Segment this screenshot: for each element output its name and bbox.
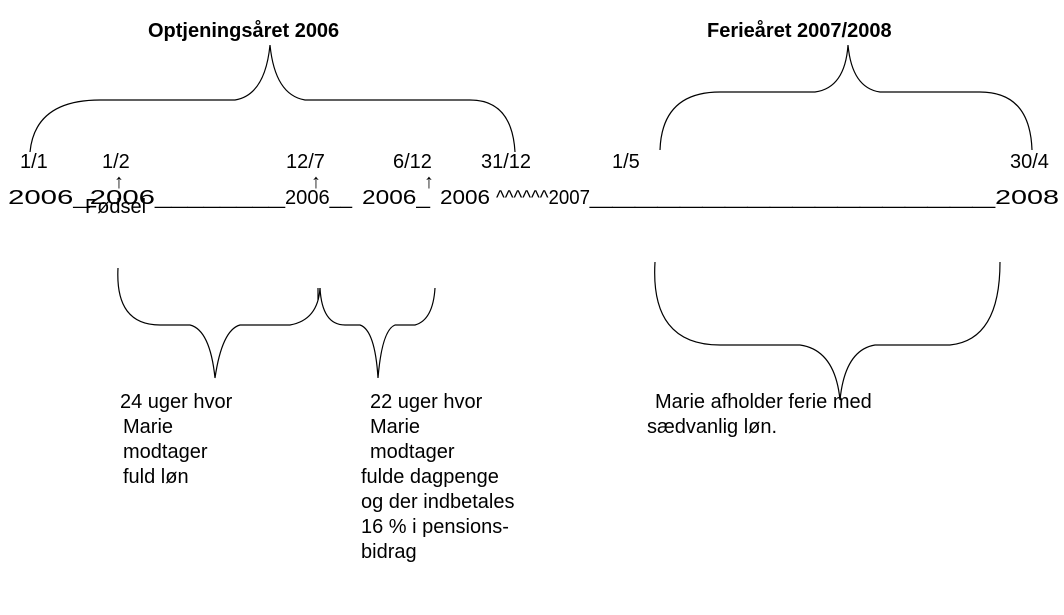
timeline-segment: 2006__ bbox=[285, 187, 353, 209]
note-line: og der indbetales bbox=[361, 491, 514, 513]
timeline-segment: ________ bbox=[154, 187, 287, 209]
brace-full-pay bbox=[117, 267, 321, 379]
brace-earning-year bbox=[29, 44, 516, 153]
date-label: 1/2 bbox=[102, 151, 130, 173]
note-line: 16 % i pensions- bbox=[361, 516, 509, 538]
brace-holiday-year bbox=[659, 44, 1033, 151]
note-line: sædvanlig løn. bbox=[647, 416, 777, 438]
note-line: 22 uger hvor bbox=[370, 391, 483, 413]
arrow: ↑ bbox=[424, 171, 434, 193]
date-label: 12/7 bbox=[286, 151, 325, 173]
note-line: modtager bbox=[123, 441, 208, 463]
note-line: Marie bbox=[123, 416, 173, 438]
timeline-segment: ^^^^^^2007 bbox=[496, 187, 590, 209]
date-label: 6/12 bbox=[393, 151, 432, 173]
birth-label: Fødsel bbox=[85, 196, 146, 218]
heading: Optjeningsåret 2006 bbox=[148, 19, 339, 42]
date-label: 1/1 bbox=[20, 151, 48, 173]
note-line: modtager bbox=[370, 441, 455, 463]
brace-daily-allowance bbox=[319, 287, 436, 379]
timeline-segment: 2006_2006 bbox=[8, 187, 155, 209]
timeline-segment: 2006 bbox=[440, 187, 490, 209]
note-line: Marie bbox=[370, 416, 420, 438]
note-line: Marie afholder ferie med bbox=[655, 391, 872, 413]
date-label: 1/5 bbox=[612, 151, 640, 173]
arrow: ↑ bbox=[114, 171, 124, 193]
heading: Ferieåret 2007/2008 bbox=[707, 19, 892, 42]
note-line: fulde dagpenge bbox=[361, 466, 499, 488]
date-label: 31/12 bbox=[481, 151, 531, 173]
timeline-segment: 2006_ bbox=[362, 187, 431, 209]
note-line: bidrag bbox=[361, 541, 417, 563]
note-line: fuld løn bbox=[123, 466, 189, 488]
timeline-segment: __________________ bbox=[588, 187, 997, 209]
timeline-segment: 2008 bbox=[995, 187, 1059, 209]
brace-holiday bbox=[654, 261, 1001, 401]
date-label: 30/4 bbox=[1010, 151, 1049, 173]
note-line: 24 uger hvor bbox=[120, 391, 233, 413]
arrow: ↑ bbox=[311, 171, 321, 193]
